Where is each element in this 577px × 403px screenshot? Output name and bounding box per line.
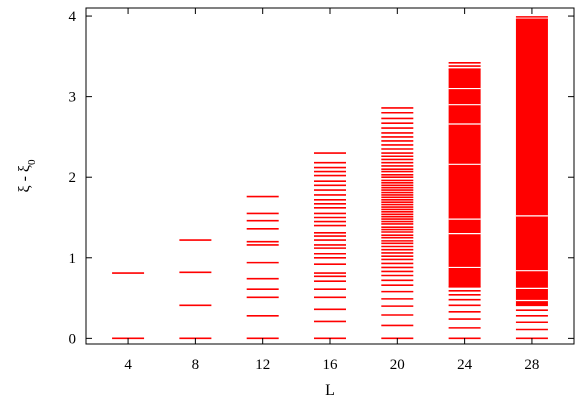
- x-tick-label: 8: [192, 357, 200, 373]
- series-L28: [515, 16, 548, 340]
- data-marks: [112, 16, 548, 340]
- y-axis-title: ξ - ξ0: [16, 159, 38, 193]
- y-tick-label: 3: [69, 90, 77, 106]
- y-tick-label: 4: [69, 9, 77, 25]
- x-tick-label: 12: [255, 357, 270, 373]
- series-L20: [381, 107, 414, 340]
- series-L12: [246, 195, 279, 340]
- x-axis-title: L: [325, 382, 335, 399]
- x-axis-ticks: 4 8 12 16 20 24 28: [124, 8, 539, 373]
- series-L4: [112, 272, 145, 340]
- level-band: [448, 69, 481, 287]
- y-tick-label: 2: [69, 170, 77, 186]
- x-tick-label: 4: [124, 357, 132, 373]
- x-tick-label: 24: [457, 357, 473, 373]
- x-tick-label: 28: [524, 357, 539, 373]
- y-tick-label: 1: [69, 251, 77, 267]
- series-L8: [179, 239, 212, 340]
- y-axis-title-subscript: 0: [26, 159, 38, 165]
- x-tick-label: 20: [390, 357, 405, 373]
- x-tick-label: 16: [323, 357, 339, 373]
- y-tick-label: 0: [69, 331, 77, 347]
- level-band: [515, 19, 548, 306]
- series-L24: [448, 61, 481, 340]
- series-L16: [314, 152, 346, 340]
- y-axis-ticks: 0 1 2 3 4: [69, 9, 574, 347]
